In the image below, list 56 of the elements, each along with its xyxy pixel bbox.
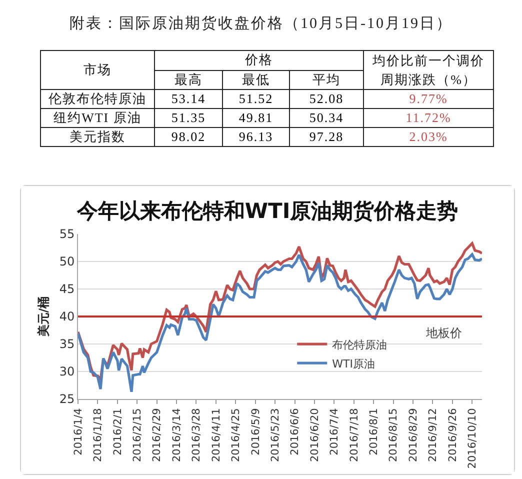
y-tick-label: 25 bbox=[59, 392, 75, 406]
x-tick-label: 2016/9/26 bbox=[446, 408, 459, 462]
category-label: 美元指数 bbox=[70, 129, 126, 144]
text: 50.34 bbox=[309, 110, 344, 125]
x-tick-label: 2016/2/1 bbox=[112, 408, 124, 456]
text: 49.81 bbox=[238, 110, 274, 125]
text: 96.13 bbox=[238, 129, 274, 144]
text: 52.08 bbox=[309, 91, 344, 106]
x-tick-label: 2016/5/23 bbox=[269, 408, 282, 462]
category-label: 纽约WTI 原油 bbox=[54, 110, 142, 125]
y-axis-title: 美元/桶 bbox=[36, 296, 51, 338]
x-tick-label: 2016/6/6 bbox=[289, 408, 302, 456]
y-tick-label: 45 bbox=[59, 282, 75, 296]
text: 97.28 bbox=[309, 129, 344, 144]
y-tick-label: 40 bbox=[59, 310, 75, 324]
x-tick-label: 2016/3/28 bbox=[190, 408, 203, 462]
x-tick-label: 2016/4/11 bbox=[210, 408, 222, 462]
x-tick-label: 2016/8/15 bbox=[388, 408, 400, 462]
y-tick-label: 35 bbox=[59, 337, 75, 352]
x-tick-label: 2016/1/18 bbox=[92, 408, 104, 462]
text: 53.14 bbox=[171, 91, 206, 106]
category-label: 最低 bbox=[222, 70, 290, 90]
text: 9.77% bbox=[409, 91, 448, 106]
x-tick-label: 2016/5/9 bbox=[250, 408, 262, 456]
x-tick-label: 2016/10/10 bbox=[466, 408, 479, 469]
text: 价格 bbox=[154, 50, 364, 70]
ref-line-label: 地板价 bbox=[425, 326, 462, 340]
y-tick-label: 55 bbox=[59, 227, 75, 242]
chart-title: 今年以来布伦特和WTI原油期货价格走势 bbox=[76, 198, 458, 223]
category-label: 伦敦布伦特原油 bbox=[48, 91, 146, 106]
category-label: 平均 bbox=[290, 70, 364, 90]
text: 市场 bbox=[40, 50, 154, 90]
x-tick-label: 2016/1/4 bbox=[72, 408, 84, 456]
x-tick-label: 2016/7/4 bbox=[328, 408, 341, 456]
x-tick-label: 2016/7/18 bbox=[348, 408, 360, 462]
y-tick-label: 30 bbox=[59, 364, 75, 379]
x-tick-label: 2016/3/14 bbox=[170, 408, 183, 462]
text: 98.02 bbox=[171, 129, 206, 144]
text: 51.35 bbox=[171, 110, 206, 125]
x-tick-label: 2016/8/29 bbox=[407, 408, 420, 462]
x-tick-label: 2016/2/15 bbox=[132, 408, 144, 462]
legend-label: 布伦特原油 bbox=[332, 338, 388, 352]
x-tick-label: 2016/4/25 bbox=[230, 408, 242, 462]
category-label: 均价比前一个调价周期涨跌（%） bbox=[364, 50, 494, 90]
line-series bbox=[78, 253, 482, 394]
x-tick-label: 2016/9/12 bbox=[427, 408, 440, 462]
category-label: 最高 bbox=[154, 70, 222, 90]
text: 11.72% bbox=[406, 110, 452, 125]
x-tick-label: 2016/8/1 bbox=[368, 408, 380, 456]
text: 51.52 bbox=[238, 91, 274, 106]
text: 附表：国际原油期货收盘价格（10月5日-10月19日） bbox=[68, 14, 454, 33]
y-tick-label: 50 bbox=[59, 254, 75, 269]
legend-label: WTI原油 bbox=[332, 357, 375, 370]
x-tick-label: 2016/2/29 bbox=[151, 408, 164, 462]
x-tick-label: 2016/6/20 bbox=[308, 408, 321, 462]
text: 2.03% bbox=[409, 129, 448, 144]
